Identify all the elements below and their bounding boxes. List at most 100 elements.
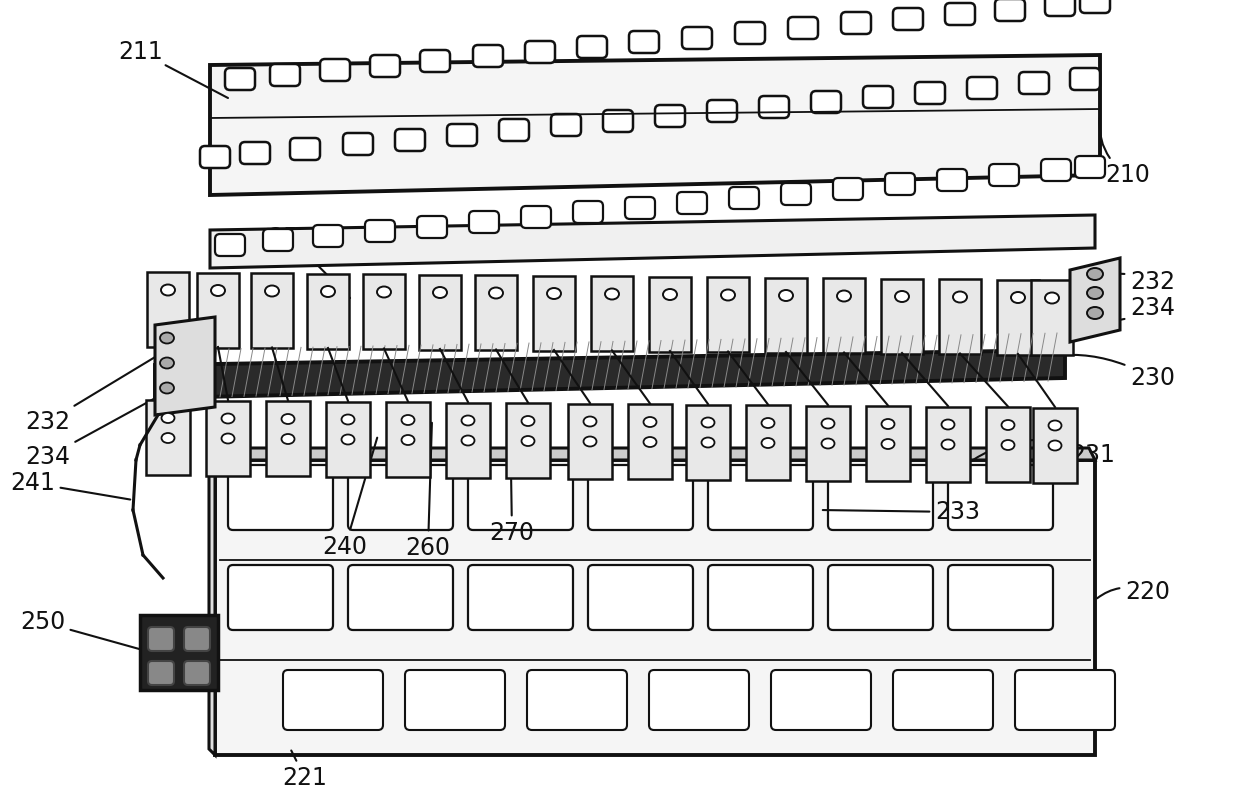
- FancyBboxPatch shape: [708, 565, 813, 630]
- FancyBboxPatch shape: [708, 465, 813, 530]
- Polygon shape: [1070, 258, 1120, 342]
- FancyBboxPatch shape: [184, 661, 210, 685]
- FancyBboxPatch shape: [312, 225, 343, 247]
- FancyBboxPatch shape: [527, 670, 627, 730]
- FancyBboxPatch shape: [283, 670, 383, 730]
- Text: 221: 221: [283, 751, 327, 790]
- Ellipse shape: [1002, 420, 1014, 430]
- FancyBboxPatch shape: [290, 138, 320, 160]
- Ellipse shape: [821, 419, 835, 428]
- FancyBboxPatch shape: [1045, 0, 1075, 16]
- Polygon shape: [326, 402, 370, 477]
- FancyBboxPatch shape: [990, 164, 1019, 186]
- Text: 270: 270: [490, 410, 534, 545]
- FancyBboxPatch shape: [577, 36, 608, 58]
- Text: 232: 232: [1101, 270, 1176, 294]
- Ellipse shape: [779, 290, 794, 301]
- FancyBboxPatch shape: [682, 27, 712, 49]
- FancyBboxPatch shape: [937, 169, 967, 191]
- Polygon shape: [1030, 280, 1073, 355]
- FancyBboxPatch shape: [417, 216, 446, 238]
- Ellipse shape: [265, 285, 279, 297]
- Ellipse shape: [402, 415, 414, 425]
- FancyBboxPatch shape: [446, 124, 477, 146]
- Ellipse shape: [761, 418, 775, 428]
- Polygon shape: [686, 405, 730, 479]
- Text: 220: 220: [1097, 580, 1171, 604]
- FancyBboxPatch shape: [241, 142, 270, 164]
- Ellipse shape: [1049, 440, 1061, 451]
- Polygon shape: [210, 55, 1100, 195]
- Polygon shape: [197, 272, 239, 347]
- FancyBboxPatch shape: [467, 465, 573, 530]
- FancyBboxPatch shape: [833, 178, 863, 200]
- FancyBboxPatch shape: [396, 129, 425, 151]
- Polygon shape: [475, 275, 517, 350]
- Ellipse shape: [1011, 292, 1025, 303]
- FancyBboxPatch shape: [781, 183, 811, 205]
- FancyBboxPatch shape: [1016, 670, 1115, 730]
- Text: 211: 211: [118, 40, 228, 98]
- Ellipse shape: [547, 288, 560, 299]
- Ellipse shape: [161, 433, 175, 443]
- Ellipse shape: [644, 417, 656, 427]
- FancyBboxPatch shape: [863, 86, 893, 108]
- Ellipse shape: [663, 289, 677, 300]
- Polygon shape: [1033, 407, 1078, 482]
- Polygon shape: [419, 275, 461, 350]
- FancyBboxPatch shape: [828, 465, 932, 530]
- Text: 230: 230: [987, 355, 1176, 390]
- FancyBboxPatch shape: [498, 119, 529, 141]
- Polygon shape: [155, 350, 1065, 398]
- Polygon shape: [155, 317, 215, 415]
- FancyBboxPatch shape: [1042, 159, 1071, 181]
- FancyBboxPatch shape: [525, 41, 556, 63]
- FancyBboxPatch shape: [184, 627, 210, 651]
- FancyBboxPatch shape: [224, 68, 255, 90]
- Ellipse shape: [222, 414, 234, 423]
- Ellipse shape: [1087, 268, 1104, 280]
- FancyBboxPatch shape: [759, 96, 789, 118]
- FancyBboxPatch shape: [893, 670, 993, 730]
- FancyBboxPatch shape: [469, 211, 498, 233]
- Ellipse shape: [402, 435, 414, 445]
- Polygon shape: [649, 276, 691, 351]
- Ellipse shape: [644, 437, 656, 447]
- Ellipse shape: [433, 287, 446, 298]
- Ellipse shape: [895, 291, 909, 302]
- Polygon shape: [591, 276, 632, 351]
- FancyBboxPatch shape: [270, 64, 300, 86]
- FancyBboxPatch shape: [603, 110, 632, 132]
- Text: 240: 240: [322, 438, 377, 559]
- Polygon shape: [806, 406, 849, 481]
- Polygon shape: [446, 402, 490, 478]
- Polygon shape: [627, 404, 672, 479]
- Ellipse shape: [160, 333, 174, 343]
- FancyBboxPatch shape: [735, 22, 765, 44]
- Ellipse shape: [837, 291, 851, 301]
- FancyBboxPatch shape: [472, 45, 503, 67]
- Polygon shape: [880, 279, 923, 354]
- Polygon shape: [939, 279, 981, 354]
- FancyBboxPatch shape: [200, 146, 229, 168]
- Ellipse shape: [821, 439, 835, 448]
- Polygon shape: [146, 400, 190, 475]
- FancyBboxPatch shape: [915, 82, 945, 104]
- Polygon shape: [363, 274, 405, 349]
- Text: 233: 233: [823, 500, 980, 524]
- FancyBboxPatch shape: [521, 206, 551, 228]
- Ellipse shape: [161, 413, 175, 423]
- FancyBboxPatch shape: [1070, 68, 1100, 90]
- Polygon shape: [148, 272, 188, 347]
- FancyBboxPatch shape: [893, 8, 923, 30]
- Polygon shape: [215, 460, 1095, 755]
- Ellipse shape: [489, 288, 503, 298]
- Polygon shape: [210, 448, 1095, 460]
- FancyBboxPatch shape: [949, 565, 1053, 630]
- Ellipse shape: [341, 415, 355, 424]
- Polygon shape: [533, 276, 575, 351]
- Polygon shape: [866, 406, 910, 481]
- Ellipse shape: [522, 416, 534, 426]
- Ellipse shape: [954, 292, 967, 302]
- FancyBboxPatch shape: [967, 77, 997, 99]
